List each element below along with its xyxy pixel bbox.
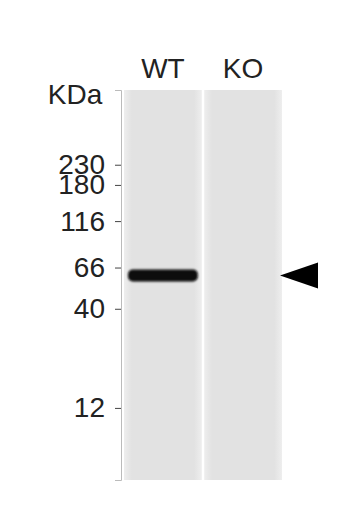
tick-mark: [115, 408, 121, 409]
tick-label: 116: [60, 206, 105, 237]
tick: 66: [74, 252, 121, 283]
tick-mark: [115, 309, 121, 310]
tick-label: 40: [74, 293, 105, 324]
tick-mark: [115, 221, 121, 222]
band: [128, 269, 198, 281]
tick: 40: [74, 293, 121, 324]
lane: [124, 90, 202, 480]
y-axis: 124066116180230: [58, 91, 121, 481]
lanes: [124, 90, 282, 480]
lane: [204, 90, 282, 480]
axis-line: [115, 91, 122, 481]
tick: 116: [60, 206, 121, 237]
bands: [128, 269, 198, 281]
tick-mark: [115, 268, 121, 269]
figure: 124066116180230KDaWTKO: [0, 0, 352, 530]
tick-mark: [115, 165, 121, 166]
lane-label: WT: [141, 53, 185, 84]
tick-label: 230: [58, 149, 105, 180]
lane-labels: WT KO: [141, 53, 263, 84]
tick-label: 12: [74, 392, 105, 423]
tick-mark: [115, 185, 121, 186]
lane-label: KO: [223, 53, 263, 84]
arrow: [280, 262, 318, 288]
tick: 12: [74, 392, 121, 423]
tick-label: 66: [74, 252, 105, 283]
tick: 230: [58, 149, 121, 180]
axis-title: KDa: [48, 79, 103, 110]
